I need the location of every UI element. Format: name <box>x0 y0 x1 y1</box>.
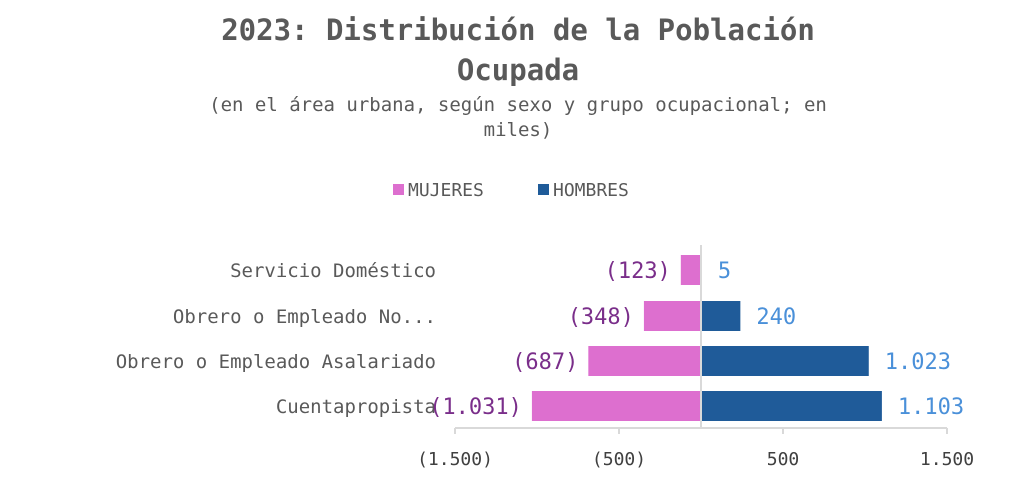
category-label: Obrero o Empleado Asalariado <box>116 351 436 373</box>
category-label: Obrero o Empleado No... <box>173 306 436 328</box>
legend-swatch-hombres <box>538 184 549 195</box>
bar-mujeres <box>531 391 701 421</box>
legend-label-hombres: HOMBRES <box>553 180 629 201</box>
data-label-mujeres: (1.031) <box>429 395 522 420</box>
bar-mujeres <box>588 346 701 376</box>
x-tick-label: (1.500) <box>417 449 493 470</box>
plot-area: Servicio Doméstico Obrero o Empleado No..… <box>116 245 974 470</box>
data-label-mujeres: (687) <box>512 350 578 375</box>
bar-hombres <box>701 301 741 331</box>
chart-subtitle-line1: (en el área urbana, según sexo y grupo o… <box>209 94 827 116</box>
data-label-mujeres: (348) <box>568 305 634 330</box>
bar-mujeres <box>643 301 701 331</box>
x-tick-label: (500) <box>592 449 646 470</box>
bar-mujeres <box>680 255 701 285</box>
data-label-hombres: 1.023 <box>885 350 951 375</box>
bar-hombres <box>701 391 882 421</box>
legend: MUJERES HOMBRES <box>393 180 629 201</box>
data-label-hombres: 5 <box>718 259 731 284</box>
x-tick-label: 1.500 <box>920 449 974 470</box>
data-label-hombres: 240 <box>756 305 796 330</box>
chart-title-line2: Ocupada <box>457 53 579 87</box>
data-label-mujeres: (123) <box>605 259 671 284</box>
legend-swatch-mujeres <box>393 184 404 195</box>
category-label: Cuentapropista <box>276 396 436 418</box>
data-label-hombres: 1.103 <box>898 395 964 420</box>
chart-title-line1: 2023: Distribución de la Población <box>221 13 815 47</box>
category-label: Servicio Doméstico <box>230 260 436 282</box>
chart-subtitle-line2: miles) <box>484 119 553 141</box>
x-tick-label: 500 <box>767 449 800 470</box>
bar-hombres <box>701 346 869 376</box>
legend-label-mujeres: MUJERES <box>408 180 484 201</box>
